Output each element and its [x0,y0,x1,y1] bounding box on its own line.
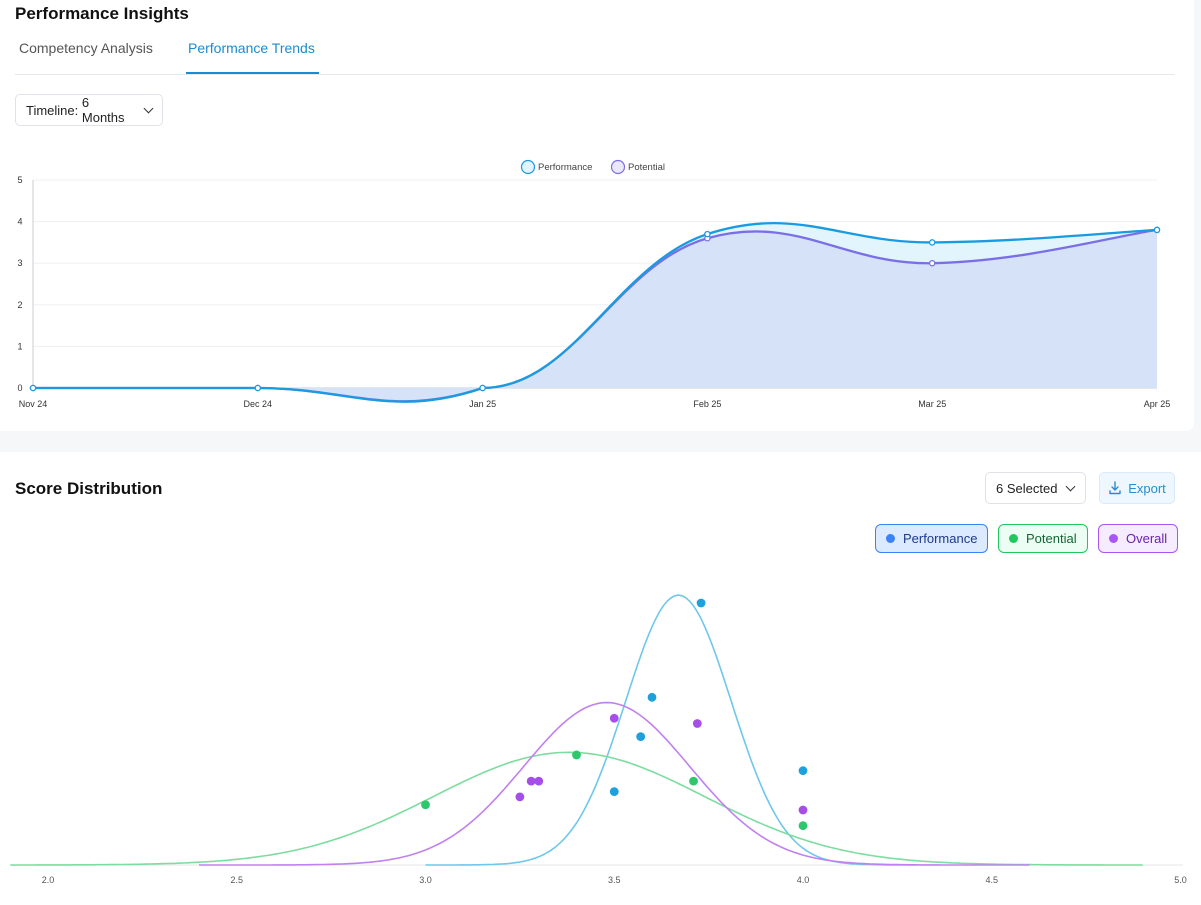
legend-marker-performance [520,159,536,175]
legend-pill-potential[interactable]: Potential [998,524,1088,553]
scatter-point-overall [692,719,702,728]
legend-label-performance: Performance [538,162,592,173]
y-tick-label: 1 [17,341,22,351]
scatter-point-overall [798,805,808,815]
scatter-point-potential [689,776,698,786]
y-tick-label: 3 [17,258,22,268]
performance-dot-icon [886,534,895,543]
scatter-point-potential [572,750,581,760]
timeline-dropdown[interactable]: Timeline: 6 Months [15,94,163,126]
score-distribution-card: Score Distribution 6 Selected Export Per… [0,452,1201,905]
legend-marker-potential [610,159,626,175]
tab-competency-analysis[interactable]: Competency Analysis [19,40,153,56]
density-curve-performance [425,594,917,866]
x-tick-label: Jan 25 [469,399,496,409]
scatter-point-potential [421,800,430,810]
performance-insights-card: Performance Insights Competency Analysis… [0,0,1194,431]
density-curve-potential [10,751,1143,866]
data-point-performance [928,239,936,246]
x-tick-label: Dec 24 [244,399,273,409]
x-tick-label: 3.0 [419,875,432,885]
line-performance [32,222,1158,403]
legend-label-potential: Potential [628,162,665,173]
active-tab-indicator [186,72,319,74]
selection-dropdown[interactable]: 6 Selected [985,472,1086,504]
x-tick-label: 4.5 [985,875,998,885]
scatter-point-performance [609,787,619,797]
selection-label: 6 Selected [996,480,1058,496]
scatter-point-overall [526,776,536,786]
scatter-point-performance [798,766,808,776]
data-point-potential [928,259,936,267]
scatter-point-performance [647,692,657,702]
data-point-performance [479,384,486,392]
x-tick-label: 2.5 [230,875,243,885]
timeline-value: 6 Months [81,95,125,125]
scatter-point-performance [696,598,706,608]
x-tick-label: 2.0 [42,875,55,885]
x-tick-label: 5.0 [1174,875,1187,885]
y-tick-label: 2 [17,300,22,310]
y-tick-label: 0 [17,383,22,393]
density-curve-overall [199,701,1030,866]
x-tick-label: Nov 24 [19,399,48,409]
legend-pill-overall[interactable]: Overall [1098,524,1179,553]
performance-insights-title: Performance Insights [15,4,189,23]
tab-performance-trends[interactable]: Performance Trends [188,40,315,56]
x-tick-label: 3.5 [608,875,621,885]
x-tick-label: Feb 25 [693,399,721,409]
scatter-point-overall [534,776,544,786]
x-tick-label: 4.0 [797,875,810,885]
scatter-point-overall [609,713,619,723]
x-tick-label: Apr 25 [1144,399,1171,409]
timeline-label: Timeline: [26,102,79,118]
score-distribution-title: Score Distribution [15,479,163,498]
scatter-point-overall [515,792,525,802]
x-tick-label: Mar 25 [918,399,946,409]
performance-trends-chart: 0 1 2 3 4 5 Nov 24 Dec 24 Jan 25 Feb 25 Mar 25 Apr … [17,159,1171,409]
data-point-performance [254,384,262,392]
overall-dot-icon [1109,534,1118,543]
scatter-point-performance [636,732,646,742]
insights-tabs: Competency Analysis Performance Trends [15,34,1175,75]
y-tick-label: 5 [17,175,22,185]
data-point-performance [29,384,37,392]
area-potential [33,229,1157,402]
download-icon [1109,481,1121,495]
score-distribution-chart: 2.0 2.5 3.0 3.5 4.0 4.5 5.0 [10,594,1187,885]
scatter-point-potential [798,821,808,831]
y-tick-label: 4 [17,217,22,227]
legend-pill-label: Potential [1026,531,1077,546]
data-point-performance [704,230,711,238]
export-button[interactable]: Export [1099,472,1175,504]
export-label: Export [1128,480,1166,496]
legend-pill-performance[interactable]: Performance [875,524,989,553]
data-point-performance [1153,226,1161,234]
legend-pill-label: Performance [903,531,978,546]
legend-pill-label: Overall [1126,531,1168,546]
potential-dot-icon [1009,534,1018,543]
